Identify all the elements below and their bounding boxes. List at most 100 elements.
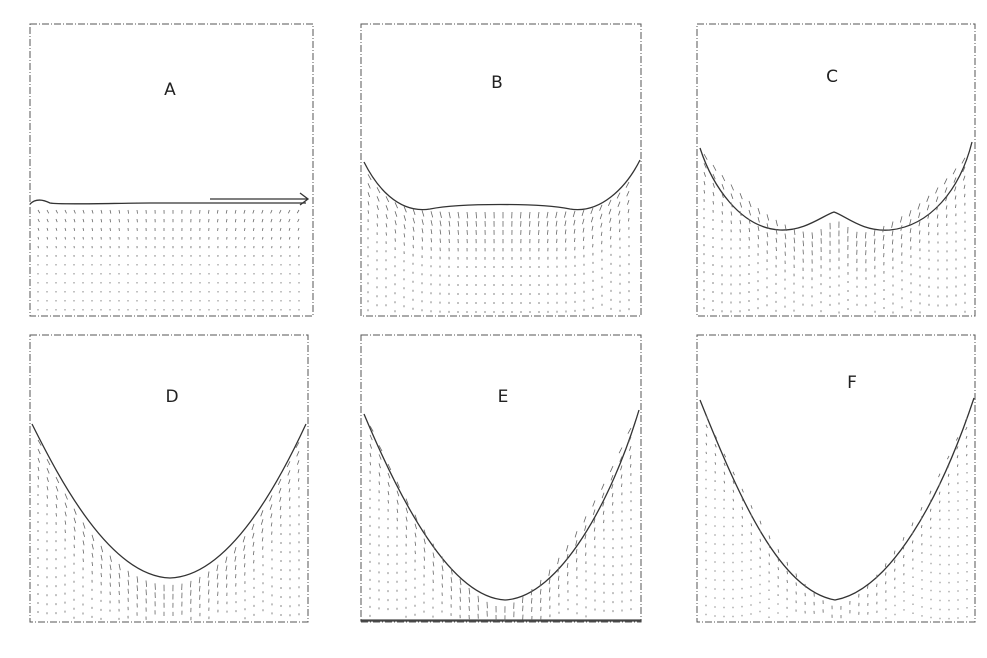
velocity-vector xyxy=(216,573,219,580)
velocity-vector xyxy=(466,220,468,227)
velocity-vector xyxy=(739,202,743,208)
panel-A-free-surface xyxy=(29,199,306,205)
velocity-vector xyxy=(450,568,453,575)
velocity-vector xyxy=(900,216,903,223)
velocity-vector xyxy=(962,166,966,173)
velocity-vector xyxy=(885,572,887,576)
velocity-vector xyxy=(253,227,255,231)
velocity-vector xyxy=(748,218,751,224)
velocity-vector xyxy=(600,231,603,236)
panel-C-frame xyxy=(696,23,976,317)
velocity-vector xyxy=(243,218,246,223)
velocity-vector xyxy=(136,576,139,583)
velocity-vector xyxy=(394,220,397,226)
velocity-vector xyxy=(619,456,623,462)
velocity-vector xyxy=(921,525,923,529)
velocity-vector xyxy=(459,596,461,602)
velocity-vector xyxy=(387,500,389,504)
velocity-vector xyxy=(288,488,291,493)
velocity-vector xyxy=(37,448,41,455)
velocity-vector xyxy=(432,561,435,567)
velocity-vector xyxy=(712,173,716,180)
velocity-vector xyxy=(777,558,779,562)
velocity-vector xyxy=(625,181,630,188)
velocity-vector xyxy=(225,574,228,580)
velocity-vector xyxy=(564,220,567,227)
velocity-vector xyxy=(627,209,630,214)
velocity-vector xyxy=(136,585,138,592)
velocity-vector xyxy=(714,435,718,439)
velocity-vector xyxy=(475,211,477,219)
velocity-vector xyxy=(963,184,966,189)
velocity-vector xyxy=(430,229,433,235)
velocity-vector xyxy=(412,208,416,216)
velocity-vector xyxy=(610,474,614,481)
velocity-vector xyxy=(955,437,959,441)
velocity-vector xyxy=(279,209,282,214)
velocity-vector xyxy=(620,465,623,471)
velocity-vector xyxy=(127,209,129,214)
velocity-vector xyxy=(252,550,255,556)
velocity-vector xyxy=(900,234,903,240)
velocity-vector xyxy=(439,211,442,218)
velocity-vector xyxy=(432,570,434,575)
velocity-vector xyxy=(270,227,273,232)
velocity-vector xyxy=(261,209,264,214)
velocity-vector xyxy=(714,453,717,457)
velocity-vector xyxy=(100,218,103,223)
velocity-vector xyxy=(100,563,103,569)
velocity-vector xyxy=(448,211,451,219)
velocity-vector xyxy=(459,578,462,586)
velocity-vector xyxy=(439,238,441,243)
velocity-vector xyxy=(109,218,111,223)
velocity-vector xyxy=(252,541,255,547)
velocity-vector xyxy=(567,572,569,577)
velocity-vector xyxy=(946,214,948,218)
velocity-vector xyxy=(109,227,111,231)
panel-F: F xyxy=(696,334,976,623)
velocity-vector xyxy=(723,471,726,475)
velocity-vector xyxy=(55,494,58,500)
velocity-vector xyxy=(55,236,57,240)
velocity-vector xyxy=(948,482,950,486)
velocity-vector xyxy=(269,495,273,502)
velocity-vector xyxy=(468,596,470,603)
velocity-vector xyxy=(784,242,786,248)
velocity-vector xyxy=(414,532,417,538)
velocity-vector xyxy=(741,488,744,493)
velocity-vector xyxy=(262,236,264,240)
velocity-vector xyxy=(127,588,129,594)
velocity-vector xyxy=(46,468,50,474)
velocity-vector xyxy=(548,578,551,585)
velocity-vector xyxy=(804,583,806,588)
velocity-vector xyxy=(936,214,939,219)
velocity-vector xyxy=(235,574,237,579)
velocity-vector xyxy=(882,234,885,241)
velocity-vector xyxy=(957,464,959,467)
velocity-vector xyxy=(297,227,300,231)
velocity-vector xyxy=(145,580,147,587)
panel-A-inflow-arrow xyxy=(210,192,310,206)
velocity-vector xyxy=(271,236,273,240)
velocity-vector xyxy=(457,229,459,235)
velocity-vector xyxy=(414,523,417,530)
velocity-vector xyxy=(873,229,876,237)
panel-D-label: D xyxy=(165,387,178,407)
velocity-vector xyxy=(784,224,787,231)
velocity-vector xyxy=(920,506,923,511)
velocity-vector xyxy=(279,227,282,231)
velocity-vector xyxy=(929,499,932,504)
velocity-vector xyxy=(367,210,369,214)
velocity-vector xyxy=(234,209,237,214)
velocity-vector xyxy=(627,427,632,434)
velocity-vector xyxy=(468,587,471,595)
velocity-vector xyxy=(396,508,399,513)
velocity-vector xyxy=(795,573,797,578)
velocity-vector xyxy=(963,175,966,181)
velocity-vector xyxy=(883,243,885,249)
velocity-vector xyxy=(618,210,621,216)
velocity-vector xyxy=(626,190,630,197)
velocity-vector xyxy=(714,462,716,465)
velocity-vector xyxy=(927,213,930,219)
velocity-vector xyxy=(759,520,762,525)
